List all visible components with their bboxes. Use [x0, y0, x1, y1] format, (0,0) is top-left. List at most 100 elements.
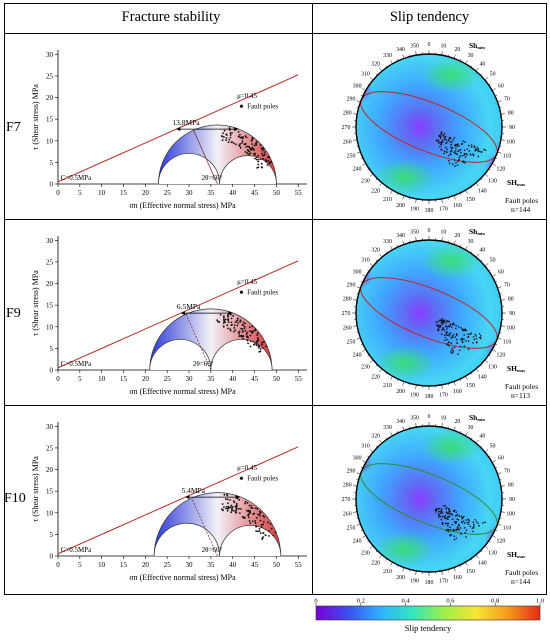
azimuth-tick	[485, 78, 488, 81]
x-tick-label: 10	[98, 189, 106, 197]
fault-pole-point	[254, 158, 256, 160]
fault-pole-point	[455, 325, 457, 327]
fault-pole-point	[223, 322, 225, 324]
fault-pole-point	[446, 334, 448, 336]
x-tick-label: 50	[273, 561, 281, 569]
azimuth-tick	[370, 450, 373, 453]
angle-label: 2θ=66°	[202, 174, 223, 182]
fault-pole-point	[250, 346, 252, 348]
fault-pole-point	[267, 521, 269, 523]
azimuth-label: 190	[410, 207, 419, 213]
azimuth-label: 10	[441, 229, 447, 235]
row-label-f9: F9	[6, 306, 21, 322]
fault-pole-point	[222, 139, 224, 141]
fault-pole-point	[254, 153, 256, 155]
fault-pole-point	[257, 161, 259, 163]
x-tick-label: 30	[186, 375, 194, 383]
azimuth-tick	[357, 287, 361, 288]
azimuth-tick	[362, 89, 365, 91]
fault-pole-point	[444, 329, 446, 331]
fault-pole-point	[231, 132, 233, 134]
fault-pole-point	[482, 522, 484, 524]
fault-pole-point	[240, 137, 242, 139]
fault-pole-point	[257, 508, 259, 510]
fault-pole-point	[227, 498, 229, 500]
azimuth-label: 320	[371, 61, 380, 67]
azimuth-tick	[370, 360, 373, 363]
azimuth-label: 80	[508, 297, 514, 303]
colorbar-tick-label: 0.8	[491, 598, 499, 605]
fault-pole-point	[441, 333, 443, 335]
fault-pole-point	[240, 335, 242, 337]
azimuth-label: 50	[490, 444, 496, 450]
fault-pole-point	[263, 341, 265, 343]
fault-pole-point	[457, 143, 459, 145]
fault-pole-point	[261, 163, 263, 165]
fault-pole-point	[251, 143, 253, 145]
high-tendency-zone	[375, 531, 435, 567]
azimuth-tick	[362, 461, 365, 463]
fault-pole-point	[456, 335, 458, 337]
x-tick-label: 5	[78, 189, 82, 197]
legend-marker	[240, 105, 243, 108]
y-tick-label: 10	[46, 323, 54, 331]
fault-pole-point	[445, 142, 447, 144]
azimuth-tick	[403, 196, 404, 200]
azimuth-label: 10	[441, 415, 447, 421]
fault-pole-point	[242, 140, 244, 142]
fault-pole-point	[245, 501, 247, 503]
fault-pole-point	[445, 147, 447, 149]
azimuth-tick	[362, 536, 365, 538]
fault-pole-point	[461, 155, 463, 157]
azimuth-tick	[498, 524, 502, 525]
fault-pole-point	[441, 321, 443, 323]
fault-pole-point	[458, 524, 460, 526]
shmax-label: SHmax	[507, 550, 526, 559]
fault-pole-point	[246, 336, 248, 338]
fault-pole-point	[436, 140, 438, 142]
fault-pole-point	[256, 159, 258, 161]
azimuth-label: 40	[479, 61, 485, 67]
x-tick-label: 25	[164, 561, 172, 569]
high-tendency-zone	[375, 159, 435, 195]
fault-pole-point	[466, 522, 468, 524]
azimuth-label: 70	[504, 469, 510, 475]
fault-pole-point	[262, 532, 264, 534]
fault-pole-point	[227, 319, 229, 321]
azimuth-label: 310	[361, 444, 370, 450]
fault-pole-point	[241, 142, 243, 144]
fault-pole-point	[252, 330, 254, 332]
azimuth-tick	[391, 432, 393, 435]
x-tick-label: 25	[164, 189, 172, 197]
fault-pole-point	[450, 144, 452, 146]
fault-pole-point	[224, 321, 226, 323]
azimuth-label: 290	[347, 469, 356, 475]
azimuth-label: 190	[410, 579, 419, 585]
fault-pole-point	[231, 321, 233, 323]
y-tick-label: 20	[46, 94, 54, 102]
y-tick-label: 15	[46, 116, 54, 124]
fault-pole-point	[446, 518, 448, 520]
y-tick-label: 0	[50, 367, 54, 375]
fault-pole-point	[232, 315, 234, 317]
fault-pole-point	[440, 137, 442, 139]
fault-pole-point	[479, 337, 481, 339]
azimuth-label: 140	[478, 189, 487, 195]
fault-pole-point	[268, 530, 270, 532]
azimuth-label: 90	[509, 311, 515, 317]
fault-pole-point	[465, 153, 467, 155]
fault-pole-point	[261, 526, 263, 528]
fault-pole-point	[449, 527, 451, 529]
fault-pole-point	[247, 149, 249, 151]
fault-pole-point	[446, 328, 448, 330]
azimuth-label: 50	[490, 72, 496, 78]
fault-pole-point	[448, 531, 450, 533]
azimuth-label: 130	[488, 364, 497, 370]
azimuth-label: 290	[347, 97, 356, 103]
x-tick-label: 40	[229, 189, 237, 197]
fault-pole-point	[446, 326, 448, 328]
fault-pole-point	[468, 145, 470, 147]
header-fracture-stability: Fracture stability	[30, 9, 312, 26]
fault-pole-point	[448, 508, 450, 510]
fault-count-label: n=144	[511, 577, 530, 586]
